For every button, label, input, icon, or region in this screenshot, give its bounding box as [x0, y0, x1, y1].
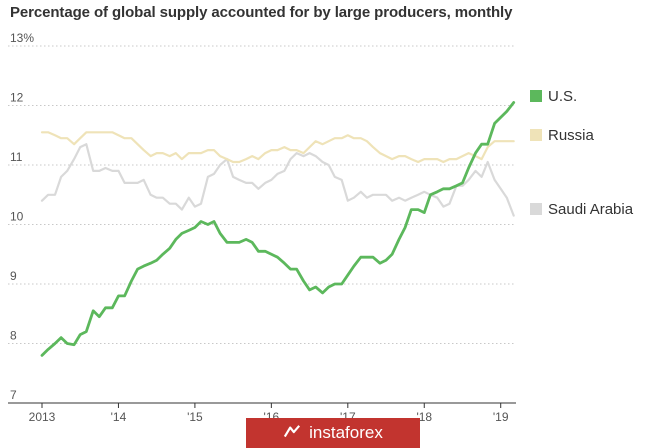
series-line-u-s — [40, 101, 516, 357]
legend-swatch-u-s — [530, 90, 542, 102]
y-tick-label: 9 — [10, 269, 17, 283]
legend-label-saudi-arabia: Saudi Arabia — [548, 201, 634, 218]
y-tick-label: 12 — [10, 91, 24, 105]
x-tick-label: '19 — [493, 410, 509, 424]
series-lines — [40, 101, 516, 357]
x-tick-label: '15 — [187, 410, 203, 424]
y-tick-label: 10 — [10, 210, 24, 224]
legend-label-russia: Russia — [548, 127, 595, 144]
series-line-russia — [40, 131, 515, 164]
y-axis-ticks: 7 8 9 10 11 12 13% — [10, 31, 34, 402]
legend-label-u-s: U.S. — [548, 88, 577, 105]
y-tick-label: 11 — [10, 150, 23, 164]
y-tick-label: 7 — [10, 388, 17, 402]
y-tick-label: 13% — [10, 31, 34, 45]
grid-lines — [8, 45, 516, 404]
x-tick-label: '18 — [416, 410, 432, 424]
watermark-text: instaforex — [309, 423, 383, 442]
x-tick-label: '14 — [111, 410, 127, 424]
watermark-banner: instaforex — [246, 418, 420, 448]
legend-swatch-russia — [530, 129, 542, 141]
legend: U.S. Russia Saudi Arabia — [530, 88, 634, 218]
legend-swatch-saudi-arabia — [530, 203, 542, 215]
chart-title: Percentage of global supply accounted fo… — [10, 4, 513, 21]
instaforex-logo-icon — [284, 425, 301, 438]
series-line-saudi-arabia — [40, 143, 515, 217]
y-tick-label: 8 — [10, 329, 17, 343]
x-tick-label: 2013 — [29, 410, 56, 424]
